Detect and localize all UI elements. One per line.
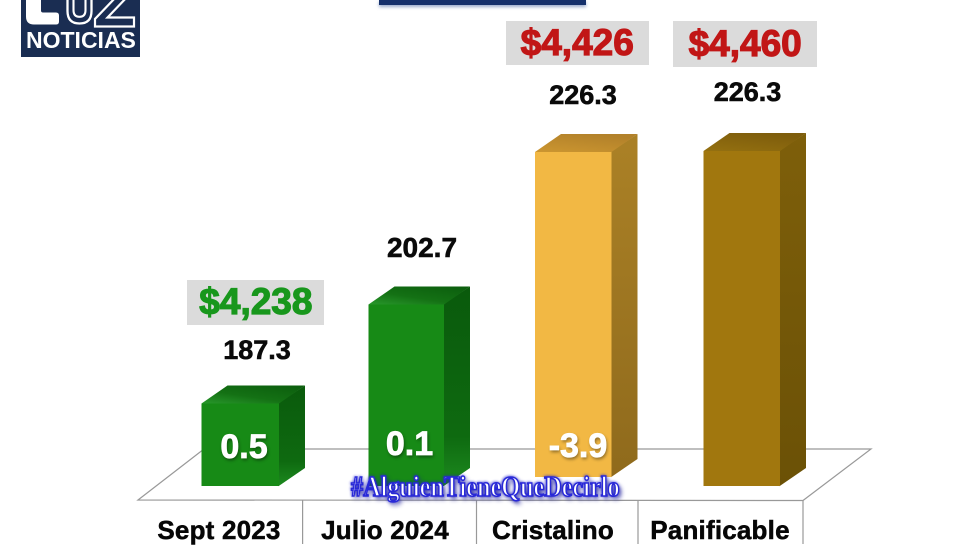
- svg-text:NOTICIAS: NOTICIAS: [26, 27, 136, 53]
